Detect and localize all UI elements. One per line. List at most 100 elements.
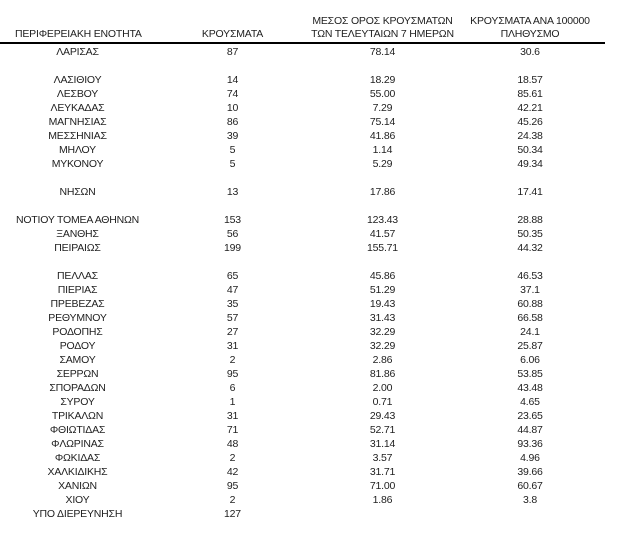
cell-per100k: 45.26: [517, 116, 543, 128]
regional-cases-table: ΠΕΡΙΦΕΡΕΙΑΚΗ ΕΝΟΤΗΤΑ ΚΡΟΥΣΜΑΤΑ ΜΕΣΟΣ ΟΡΟ…: [0, 13, 605, 521]
cell-per100k: 4.96: [520, 452, 540, 464]
table-row: ΥΠΟ ΔΙΕΡΕΥΝΗΣΗ 127: [0, 507, 605, 521]
cell-region: ΣΕΡΡΩΝ: [56, 368, 99, 380]
table-row: ΦΩΚΙΔΑΣ 2 3.57 4.96: [0, 451, 605, 465]
cell-avg7: 3.57: [372, 452, 393, 464]
cell-per100k: 28.88: [517, 214, 543, 226]
cell-region: ΛΑΡΙΣΑΣ: [56, 46, 99, 58]
spacer-row: [0, 255, 605, 269]
table-row: ΤΡΙΚΑΛΩΝ 31 29.43 23.65: [0, 409, 605, 423]
cell-per100k: 50.35: [517, 228, 543, 240]
table-row: ΞΑΝΘΗΣ 56 41.57 50.35: [0, 227, 605, 241]
cell-avg7: 71.00: [369, 480, 396, 492]
cell-avg7: 55.00: [369, 88, 396, 100]
cell-avg7: 2.00: [372, 382, 393, 394]
cell-avg7: 1.86: [372, 494, 393, 506]
cell-cases: 57: [226, 312, 239, 324]
table-row: ΜΗΛΟΥ 5 1.14 50.34: [0, 143, 605, 157]
cell-cases: 56: [226, 228, 239, 240]
cell-region: ΦΛΩΡΙΝΑΣ: [51, 438, 104, 450]
cell-region: ΝΟΤΙΟΥ ΤΟΜΕΑ ΑΘΗΝΩΝ: [15, 214, 140, 226]
cell-cases: 74: [226, 88, 239, 100]
cell-per100k: 4.65: [520, 396, 540, 408]
cell-region: ΜΕΣΣΗΝΙΑΣ: [48, 130, 107, 142]
cell-avg7: 75.14: [369, 116, 396, 128]
table-row: ΠΡΕΒΕΖΑΣ 35 19.43 60.88: [0, 297, 605, 311]
table-row: ΦΘΙΩΤΙΔΑΣ 71 52.71 44.87: [0, 423, 605, 437]
cell-per100k: 23.65: [517, 410, 543, 422]
cell-avg7: 7.29: [372, 102, 393, 114]
column-header-per-100k-line2: ΠΛΗΘΥΣΜΟ: [500, 28, 560, 40]
cell-region: ΧΙΟΥ: [65, 494, 90, 506]
cell-avg7: 32.29: [369, 326, 396, 338]
table-row: ΧΑΛΚΙΔΙΚΗΣ 42 31.71 39.66: [0, 465, 605, 479]
cell-region: ΤΡΙΚΑΛΩΝ: [51, 410, 104, 422]
cell-region: ΛΕΥΚΑΔΑΣ: [50, 102, 105, 114]
cell-cases: 127: [224, 508, 241, 520]
table-row: ΣΥΡΟΥ 1 0.71 4.65: [0, 395, 605, 409]
table-row: ΠΙΕΡΙΑΣ 47 51.29 37.1: [0, 283, 605, 297]
cell-per100k: 30.6: [520, 46, 540, 58]
cell-region: ΠΙΕΡΙΑΣ: [57, 284, 98, 296]
cell-cases: 5: [229, 158, 236, 170]
cell-cases: 27: [226, 326, 239, 338]
cell-region: ΦΘΙΩΤΙΔΑΣ: [49, 424, 106, 436]
cell-per100k: 53.85: [517, 368, 543, 380]
cell-region: ΛΑΣΙΘΙΟΥ: [53, 74, 102, 86]
cell-region: ΠΕΛΛΑΣ: [57, 270, 98, 282]
cell-avg7: 78.14: [369, 46, 396, 58]
cell-per100k: 66.58: [517, 312, 543, 324]
cell-cases: 86: [226, 116, 239, 128]
cell-cases: 6: [229, 382, 236, 394]
table-row: ΦΛΩΡΙΝΑΣ 48 31.14 93.36: [0, 437, 605, 451]
cell-avg7: 31.14: [369, 438, 396, 450]
table-row: ΣΑΜΟΥ 2 2.86 6.06: [0, 353, 605, 367]
table-row: ΜΕΣΣΗΝΙΑΣ 39 41.86 24.38: [0, 129, 605, 143]
cell-per100k: 49.34: [517, 158, 543, 170]
cell-avg7: 1.14: [372, 144, 393, 156]
cell-cases: 2: [229, 494, 236, 506]
column-header-per-100k: ΚΡΟΥΣΜΑΤΑ ΑΝΑ 100000 ΠΛΗΘΥΣΜΟ: [455, 15, 605, 41]
cell-avg7: 41.57: [369, 228, 396, 240]
table-row: ΠΕΙΡΑΙΩΣ 199 155.71 44.32: [0, 241, 605, 255]
cell-per100k: 50.34: [517, 144, 543, 156]
table-row: ΡΕΘΥΜΝΟΥ 57 31.43 66.58: [0, 311, 605, 325]
cell-region: ΡΕΘΥΜΝΟΥ: [48, 312, 107, 324]
cell-per100k: 44.32: [517, 242, 543, 254]
cell-avg7: 52.71: [369, 424, 396, 436]
cell-per100k: 25.87: [517, 340, 543, 352]
cell-avg7: 155.71: [367, 242, 398, 254]
cell-region: ΣΠΟΡΑΔΩΝ: [49, 382, 106, 394]
cell-cases: 1: [229, 396, 236, 408]
table-row: ΛΑΣΙΘΙΟΥ 14 18.29 18.57: [0, 73, 605, 87]
table-header-row: ΠΕΡΙΦΕΡΕΙΑΚΗ ΕΝΟΤΗΤΑ ΚΡΟΥΣΜΑΤΑ ΜΕΣΟΣ ΟΡΟ…: [0, 13, 605, 44]
cell-avg7: 2.86: [372, 354, 393, 366]
table-row: ΝΟΤΙΟΥ ΤΟΜΕΑ ΑΘΗΝΩΝ 153 123.43 28.88: [0, 213, 605, 227]
table-row: ΡΟΔΟΥ 31 32.29 25.87: [0, 339, 605, 353]
column-header-7day-average-line2: ΤΩΝ ΤΕΛΕΥΤΑΙΩΝ 7 ΗΜΕΡΩΝ: [311, 28, 454, 40]
spacer-row: [0, 199, 605, 213]
cell-avg7: 19.43: [369, 298, 396, 310]
cell-region: ΠΕΙΡΑΙΩΣ: [54, 242, 101, 254]
cell-avg7: 45.86: [369, 270, 396, 282]
table-row: ΣΕΡΡΩΝ 95 81.86 53.85: [0, 367, 605, 381]
cell-cases: 35: [226, 298, 239, 310]
cell-avg7: 81.86: [369, 368, 396, 380]
cell-avg7: 17.86: [369, 186, 396, 198]
cell-cases: 2: [229, 452, 236, 464]
table-row: ΧΑΝΙΩΝ 95 71.00 60.67: [0, 479, 605, 493]
cell-avg7: 32.29: [369, 340, 396, 352]
cell-region: ΧΑΛΚΙΔΙΚΗΣ: [47, 466, 108, 478]
cell-avg7: 5.29: [372, 158, 393, 170]
cell-per100k: 60.67: [517, 480, 543, 492]
cell-cases: 13: [226, 186, 239, 198]
cell-region: ΛΕΣΒΟΥ: [56, 88, 99, 100]
column-header-7day-average-line1: ΜΕΣΟΣ ΟΡΟΣ ΚΡΟΥΣΜΑΤΩΝ: [312, 15, 453, 27]
table-body: ΛΑΡΙΣΑΣ 87 78.14 30.6 ΛΑΣΙΘΙΟΥ 14 18.29 18.57 ΛΕ…: [0, 44, 605, 521]
cell-cases: 10: [226, 102, 239, 114]
cell-cases: 48: [226, 438, 239, 450]
cell-region: ΜΥΚΟΝΟΥ: [51, 158, 104, 170]
column-header-per-100k-line1: ΚΡΟΥΣΜΑΤΑ ΑΝΑ 100000: [470, 15, 590, 27]
cell-avg7: 31.71: [369, 466, 396, 478]
